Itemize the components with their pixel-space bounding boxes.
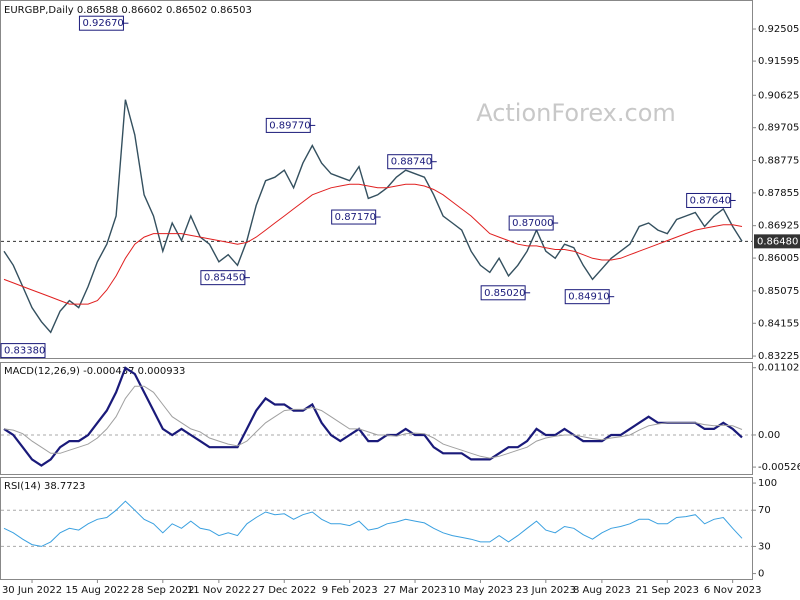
x-tick-label: 28 Sep 2022 <box>131 585 194 596</box>
y-tick-label: 0.011027 <box>758 363 800 374</box>
annotation-box <box>200 270 246 286</box>
watermark: ActionForex.com <box>476 99 676 127</box>
annotation-box <box>686 192 732 208</box>
x-tick-label: 6 Nov 2023 <box>704 585 762 596</box>
annotation-label: 0.87000 <box>512 218 553 229</box>
series-line <box>3 385 743 459</box>
y-tick-label: 0.90625 <box>758 90 799 101</box>
annotation-box <box>78 15 124 31</box>
annotation-box <box>265 117 311 133</box>
annotation-box <box>480 285 526 301</box>
annotation-label: 0.85450 <box>204 273 245 284</box>
series-line <box>3 366 743 467</box>
series-line <box>3 183 743 305</box>
y-tick-label: 0.86005 <box>758 253 799 264</box>
annotation-label: 0.84910 <box>568 292 609 303</box>
annotation-label: 0.89770 <box>269 120 310 131</box>
y-tick-label: 100 <box>758 478 777 489</box>
annotation-label: 0.83380 <box>4 346 45 357</box>
annotation-box <box>387 154 433 170</box>
y-tick-label: -0.005267 <box>758 462 800 473</box>
annotation-box <box>0 343 46 359</box>
y-tick-label: 0.87855 <box>758 188 799 199</box>
y-tick-label: 0.92505 <box>758 24 799 35</box>
annotation-label: 0.87640 <box>690 195 731 206</box>
annotation-box <box>331 209 377 225</box>
price-panel <box>0 0 753 359</box>
current-price-label: 0.86480 <box>757 236 798 247</box>
annotation-label: 0.88740 <box>391 157 432 168</box>
y-tick-label: 0.83225 <box>758 351 799 362</box>
macd-title: MACD(12,26,9) -0.000437 0.000933 <box>4 366 185 377</box>
x-tick-label: 27 Mar 2023 <box>383 585 446 596</box>
y-tick-label: 0.84155 <box>758 318 799 329</box>
annotation-label: 0.85020 <box>484 288 525 299</box>
y-tick-label: 0.89705 <box>758 123 799 134</box>
annotation-label: 0.87170 <box>335 212 376 223</box>
x-tick-label: 21 Sep 2023 <box>636 585 699 596</box>
price-title: EURGBP,Daily 0.86588 0.86602 0.86502 0.8… <box>4 5 252 16</box>
y-tick-label: 30 <box>758 541 771 552</box>
series-line <box>3 99 743 334</box>
rsi-panel <box>0 477 753 580</box>
annotation-box <box>564 289 610 305</box>
annotation-label: 0.92670 <box>82 18 123 29</box>
y-tick-label: 0.88775 <box>758 155 799 166</box>
y-tick-label: 0 <box>758 569 764 580</box>
x-tick-label: 8 Aug 2023 <box>573 585 631 596</box>
macd-panel <box>0 362 753 475</box>
y-tick-label: 70 <box>758 505 771 516</box>
annotation-box <box>508 215 554 231</box>
current-price-box <box>754 234 800 249</box>
y-tick-label: 0.91595 <box>758 56 799 67</box>
y-tick-label: 0.86925 <box>758 221 799 232</box>
x-tick-label: 9 Feb 2023 <box>322 585 378 596</box>
y-tick-label: 0.00 <box>758 430 780 441</box>
x-tick-label: 27 Dec 2022 <box>252 585 316 596</box>
x-tick-label: 10 May 2023 <box>448 585 513 596</box>
x-tick-label: 23 Jun 2023 <box>516 585 576 596</box>
x-tick-label: 15 Aug 2022 <box>65 585 129 596</box>
y-tick-label: 0.85075 <box>758 286 799 297</box>
x-tick-label: 30 Jun 2022 <box>2 585 62 596</box>
x-tick-label: 11 Nov 2022 <box>187 585 251 596</box>
rsi-title: RSI(14) 38.7723 <box>4 481 85 492</box>
series-line <box>3 500 743 547</box>
